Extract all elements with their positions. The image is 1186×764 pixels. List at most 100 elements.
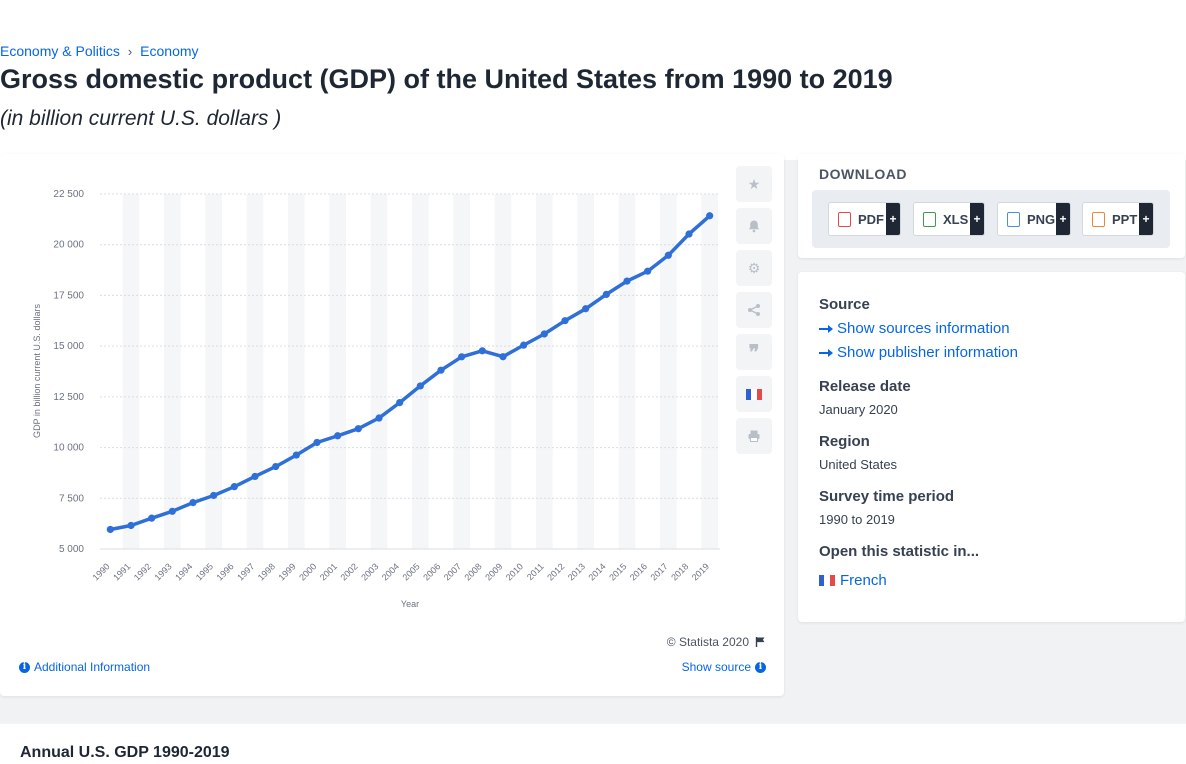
show-sources-label: Show sources information [837,320,1010,337]
data-point[interactable] [706,212,714,220]
data-point[interactable] [623,277,631,285]
notification-button[interactable] [736,208,772,244]
data-point[interactable] [644,267,652,275]
data-point[interactable] [540,330,548,338]
x-tick-label: 1996 [215,561,236,582]
download-xls-button[interactable]: XLS + [913,202,985,236]
data-point[interactable] [292,451,300,459]
download-pdf-button[interactable]: PDF + [828,202,901,236]
data-point[interactable] [148,514,156,522]
settings-button[interactable]: ⚙ [736,250,772,286]
x-tick-label: 2016 [628,561,649,582]
data-point[interactable] [168,507,176,515]
y-tick-label: 7 500 [59,493,84,504]
flag-report-icon[interactable] [755,636,766,648]
column-band [494,194,512,549]
data-point[interactable] [416,382,424,390]
breadcrumb: Economy & Politics › Economy [0,43,199,59]
data-point[interactable] [458,353,466,361]
additional-information-link[interactable]: i Additional Information [19,660,150,674]
ppt-file-icon [1092,211,1105,227]
x-tick-label: 2007 [442,561,463,582]
show-sources-link[interactable]: Show sources information [819,320,1010,337]
x-tick-label: 1990 [91,561,112,582]
data-point[interactable] [561,317,569,325]
data-point[interactable] [272,462,280,471]
data-point[interactable] [106,525,114,534]
x-tick-label: 2008 [463,561,484,582]
y-tick-label: 5 000 [59,544,84,555]
pdf-file-icon [838,211,851,227]
x-tick-label: 2004 [380,561,401,582]
source-label: Source [819,296,870,313]
data-point[interactable] [582,305,590,313]
data-point[interactable] [210,491,218,500]
y-tick-label: 22 500 [53,189,84,200]
star-icon: ★ [747,175,761,192]
plus-icon: + [970,203,984,235]
data-point[interactable] [602,290,610,299]
open-statistic-label: Open this statistic in... [819,543,980,560]
data-point[interactable] [437,366,445,374]
download-card: DOWNLOAD PDF + XLS + PNG + PPT + [798,154,1185,258]
bell-icon [748,220,760,233]
arrow-right-icon [819,348,833,357]
show-publisher-link[interactable]: Show publisher information [819,344,1018,361]
breadcrumb-link-economy-politics[interactable]: Economy & Politics [0,43,120,59]
favorite-button[interactable]: ★ [736,166,772,202]
x-tick-label: 2002 [339,561,360,582]
related-section: Annual U.S. GDP 1990-2019 [0,724,1186,764]
data-point[interactable] [664,251,672,259]
open-in-french-link[interactable]: French [819,572,887,589]
x-tick-label: 2019 [690,561,711,582]
data-point[interactable] [375,414,383,422]
column-band [577,194,594,549]
share-button[interactable] [736,292,772,328]
column-band [205,194,222,549]
data-point[interactable] [354,425,362,433]
cite-button[interactable]: ❞ [736,334,772,370]
data-point[interactable] [685,230,693,238]
release-date-value: January 2020 [819,402,898,417]
column-band [701,194,718,549]
french-version-button[interactable] [736,376,772,412]
x-tick-label: 2012 [545,561,566,582]
data-point[interactable] [230,483,238,491]
x-tick-label: 2010 [504,561,525,582]
gdp-line-chart: GDP in billion current U.S. dollars Year… [32,189,720,609]
chart-copyright: © Statista 2020 [667,635,766,649]
data-point[interactable] [189,499,197,507]
share-icon [748,304,760,316]
xls-file-icon [923,211,936,227]
download-png-button[interactable]: PNG + [997,202,1071,236]
data-point[interactable] [127,521,135,530]
y-tick-label: 10 000 [53,443,84,454]
data-point[interactable] [251,472,259,481]
data-point[interactable] [334,432,342,440]
x-tick-label: 2005 [401,561,422,582]
png-file-icon [1007,211,1020,227]
breadcrumb-link-economy[interactable]: Economy [140,43,199,59]
data-point[interactable] [478,347,486,355]
column-band [246,194,264,549]
data-point[interactable] [313,438,321,447]
breadcrumb-separator-icon: › [127,43,133,59]
download-format-label: PDF [858,211,884,227]
column-band [536,194,553,549]
show-source-link[interactable]: Show source i [682,660,766,674]
region-label: Region [819,433,870,450]
data-point[interactable] [499,353,507,361]
column-band [370,194,388,549]
data-point[interactable] [396,398,404,407]
info-icon: i [19,661,30,673]
x-tick-label: 1991 [111,561,132,582]
download-format-label: XLS [943,211,969,227]
print-button[interactable] [736,418,772,454]
region-value: United States [819,457,898,472]
data-point[interactable] [520,341,528,349]
info-icon: i [755,661,766,673]
chart-toolbar: ★ ⚙ ❞ [736,166,772,454]
page-subtitle: (in billion current U.S. dollars ) [0,107,282,130]
download-ppt-button[interactable]: PPT + [1082,202,1154,236]
column-band [660,194,677,549]
